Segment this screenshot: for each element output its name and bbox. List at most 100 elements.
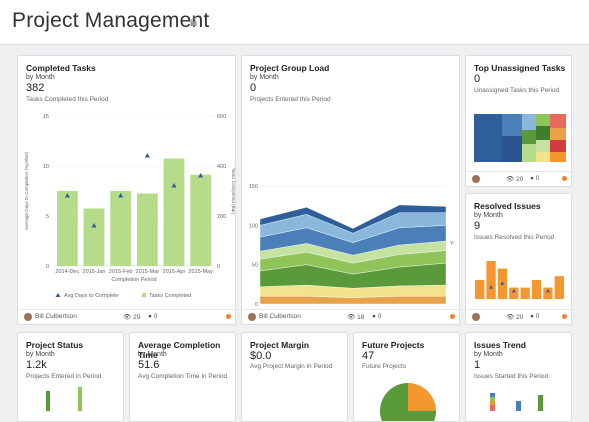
card-top-unassigned-tasks[interactable]: Top Unassigned Tasks 0 Unassigned Tasks … (465, 55, 572, 187)
legend-label: Avg Days to Complete (64, 293, 119, 299)
completed-tasks-chart: 0 5 10 15 0 200 400 600 2014-Dec 2015-Jan 2015-Feb… (24, 114, 236, 299)
y-tick-label-right: 200 (217, 214, 226, 220)
marker-point (91, 223, 97, 228)
pie-slice (408, 383, 436, 411)
y-tick-label: 0 (255, 302, 258, 308)
card-value: 47 (362, 350, 375, 362)
card-subtitle: by Month (26, 74, 55, 81)
y-tick-label: 50 (252, 263, 258, 269)
bar (190, 174, 212, 266)
x-tick-label: 2015-Apr (163, 269, 186, 275)
marker-point (198, 173, 204, 178)
card-footer: 👁 20 ● 0 (466, 309, 571, 324)
card-description: Projects Entered in Period (26, 373, 102, 380)
eye-icon: 👁 (506, 314, 515, 321)
card-description: Tasks Completed this Period (26, 96, 109, 103)
y-tick-label-right: 0 (217, 264, 220, 270)
avatar (472, 313, 480, 321)
y-axis-label: Y (450, 241, 454, 247)
card-subtitle: by Month (474, 351, 503, 358)
lock-icon (190, 18, 197, 26)
trend-bar (490, 397, 495, 401)
card-project-group-load[interactable]: Project Group Load by Month 0 Projects E… (241, 55, 460, 325)
settings-icon[interactable] (226, 314, 231, 319)
owner-name: Bill Culbertson (259, 313, 301, 320)
y-tick-label-left: 10 (43, 164, 49, 170)
card-resolved-issues[interactable]: Resolved Issues by Month 9 Issues Resolv… (465, 193, 572, 325)
comments-count: ● 0 (530, 313, 539, 320)
x-tick-label: 2015-Mar (136, 269, 160, 275)
card-title: Resolved Issues (474, 201, 541, 211)
card-future-projects[interactable]: Future Projects 47 Future Projects (353, 332, 460, 422)
marker-point (500, 281, 505, 285)
card-title: Future Projects (362, 340, 425, 350)
bar (531, 280, 542, 299)
card-title: Top Unassigned Tasks (474, 63, 566, 73)
card-subtitle: by Month (138, 351, 167, 358)
owner-name: Bill Culbertson (35, 313, 77, 320)
y-tick-label: 100 (249, 223, 258, 229)
project-status-chart (46, 387, 82, 411)
comments-value: 0 (535, 175, 540, 182)
trend-bar (516, 401, 521, 411)
page-header: Project Management (0, 0, 589, 45)
card-footer: Bill Culbertson 👁 29 ● 0 (18, 309, 235, 324)
card-value: 51.6 (138, 359, 160, 371)
x-axis-label: Completion Period (111, 277, 156, 283)
status-bar (78, 387, 82, 411)
trend-bar (490, 393, 495, 397)
card-title: Project Status (26, 340, 84, 350)
card-description: Avg Completion Time in Period (138, 373, 228, 380)
card-completed-tasks[interactable]: Completed Tasks by Month 382 Tasks Compl… (17, 55, 236, 325)
eye-icon: 👁 (347, 314, 356, 321)
x-tick-label: 2015-Jan (83, 269, 106, 275)
settings-icon[interactable] (562, 176, 567, 181)
trend-bar (490, 405, 495, 411)
views-value: 18 (357, 314, 365, 321)
project-group-load-chart: 0 50 100 150 Y (249, 184, 454, 308)
bar (554, 276, 564, 299)
y-axis-label-left: Average Days to Completion (Symbol) (24, 152, 29, 231)
marker-point (144, 153, 150, 158)
views-count: 👁 29 (123, 313, 140, 321)
marker-point (489, 285, 494, 289)
trend-bar (490, 401, 495, 405)
card-value: 1 (474, 359, 481, 371)
settings-icon[interactable] (562, 314, 567, 319)
card-value: $0.0 (250, 350, 272, 362)
marker-point (118, 193, 124, 198)
y-tick-label-left: 0 (46, 264, 49, 270)
bar (520, 287, 530, 299)
legend-marker (55, 293, 61, 297)
y-tick-label-right: 600 (217, 114, 226, 120)
marker-point (511, 288, 516, 293)
avatar (248, 313, 256, 321)
y-axis-label-right: Tasks Completed (Bar) (231, 168, 236, 215)
card-title: Project Group Load (250, 63, 330, 73)
views-value: 20 (516, 314, 524, 321)
avatar (472, 175, 480, 183)
bar (475, 280, 485, 299)
card-description: Projects Entered this Period (250, 96, 331, 103)
marker-point (171, 183, 177, 188)
card-footer: Bill Culbertson 👁 18 ● 0 (242, 309, 459, 324)
card-average-completion-time[interactable]: Average Completion Time by Month 51.6 Av… (129, 332, 236, 422)
y-tick-label-right: 400 (217, 164, 226, 170)
bar (509, 287, 519, 299)
card-project-status[interactable]: Project Status by Month 1.2k Projects En… (17, 332, 124, 422)
y-tick-label-left: 5 (46, 214, 49, 220)
comment-icon: ● (372, 313, 376, 320)
eye-icon: 👁 (506, 176, 515, 183)
card-subtitle: by Month (26, 351, 55, 358)
views-count: 👁 20 (506, 313, 523, 321)
card-title: Completed Tasks (26, 63, 96, 73)
bar (110, 191, 132, 266)
settings-icon[interactable] (450, 314, 455, 319)
card-value: 9 (474, 220, 481, 232)
comment-icon: ● (530, 175, 534, 182)
card-issues-trend[interactable]: Issues Trend by Month 1 Issues Started t… (465, 332, 572, 422)
bar (136, 193, 158, 266)
card-value: 0 (250, 82, 257, 94)
card-project-margin[interactable]: Project Margin $0.0 Avg Project Margin i… (241, 332, 348, 422)
comments-value: 0 (153, 313, 158, 320)
